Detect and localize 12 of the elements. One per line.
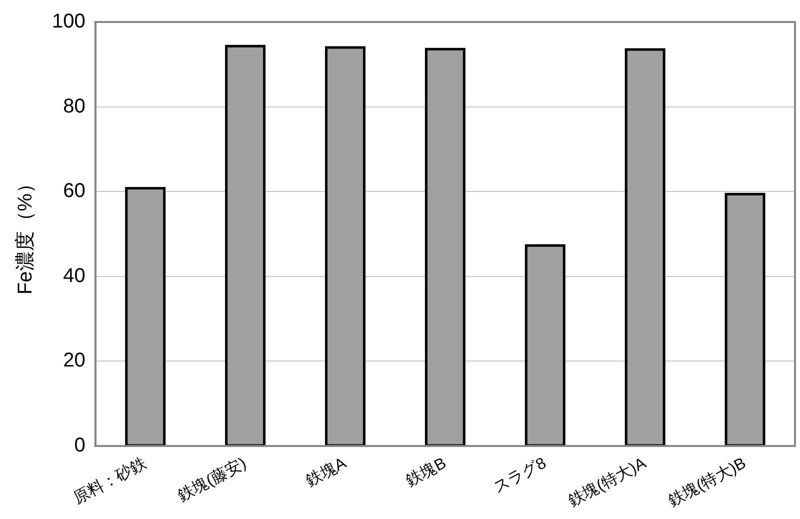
y-axis-title: Fe濃度（%） xyxy=(14,173,37,295)
x-tick-label: 鉄塊(藤安) xyxy=(174,454,250,505)
y-tick-label: 20 xyxy=(63,350,86,372)
y-tick-label: 100 xyxy=(52,10,86,33)
x-tick-label: 鉄塊(特大)B xyxy=(665,454,749,510)
y-tick-label: 80 xyxy=(63,95,86,118)
x-tick-label: 鉄塊B xyxy=(403,454,450,490)
x-tick-label: スラグ8 xyxy=(490,454,550,497)
y-tick-label: 40 xyxy=(63,264,86,287)
x-tick-label: 鉄塊(特大)A xyxy=(565,454,650,510)
y-tick-label: 60 xyxy=(63,180,86,202)
x-tick-label: 鉄塊A xyxy=(304,454,350,490)
